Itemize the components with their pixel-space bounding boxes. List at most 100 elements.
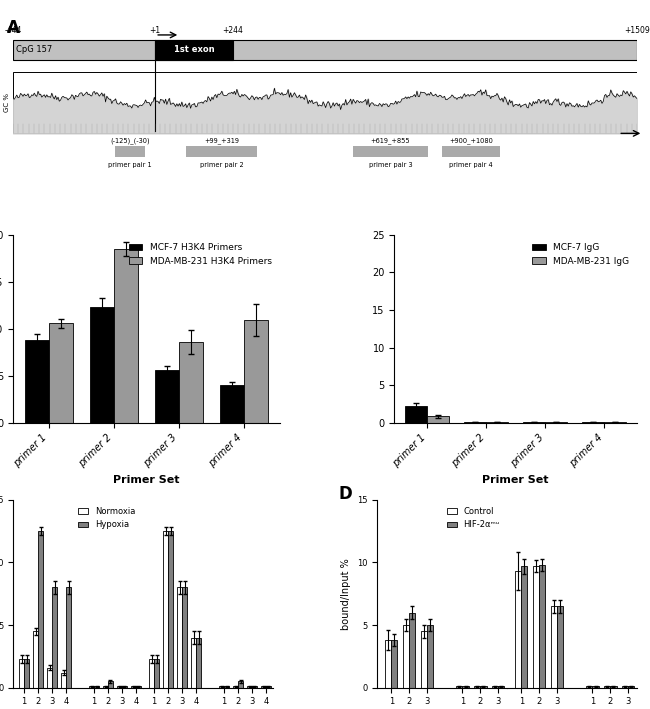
Bar (551, 606, 557, 688)
Bar (463, 686, 469, 688)
Text: primer pair 2: primer pair 2 (200, 162, 244, 168)
Bar (117, 686, 122, 688)
Legend: MCF-7 H3K4 Primers, MDA-MB-231 H3K4 Primers: MCF-7 H3K4 Primers, MDA-MB-231 H3K4 Prim… (125, 240, 276, 269)
Legend: Control, HIF-2αᵐᵘ: Control, HIF-2αᵐᵘ (443, 504, 503, 532)
Bar (155, 370, 179, 423)
Bar (114, 249, 138, 423)
FancyBboxPatch shape (115, 145, 146, 157)
Bar (38, 531, 43, 688)
Bar (604, 686, 610, 688)
Bar (108, 681, 113, 688)
Bar (610, 686, 616, 688)
Bar (122, 686, 127, 688)
X-axis label: Primer Set: Primer Set (482, 475, 549, 485)
Bar (154, 659, 159, 688)
Bar (252, 686, 257, 688)
Bar (492, 686, 498, 688)
Text: GC %: GC % (4, 93, 10, 112)
Bar (244, 320, 268, 423)
Bar (391, 640, 398, 688)
Bar (136, 686, 141, 688)
Bar (52, 588, 57, 688)
Bar (103, 686, 108, 688)
Bar (409, 613, 415, 688)
Text: primer pair 3: primer pair 3 (369, 162, 412, 168)
Legend: Normoxia, Hypoxia: Normoxia, Hypoxia (75, 504, 139, 532)
FancyBboxPatch shape (353, 145, 428, 157)
Text: +900_+1080: +900_+1080 (449, 138, 493, 145)
FancyBboxPatch shape (13, 40, 637, 60)
Bar (33, 631, 38, 688)
Bar (406, 406, 427, 423)
Bar (385, 640, 391, 688)
Bar (196, 637, 201, 688)
Bar (456, 686, 463, 688)
Text: +619_+855: +619_+855 (370, 138, 410, 145)
FancyBboxPatch shape (155, 40, 233, 60)
Bar (498, 686, 504, 688)
Text: primer pair 1: primer pair 1 (109, 162, 152, 168)
Bar (539, 565, 545, 688)
Bar (515, 571, 521, 688)
Bar (465, 422, 486, 423)
FancyBboxPatch shape (13, 72, 637, 133)
Bar (486, 422, 508, 423)
Bar (628, 686, 634, 688)
Bar (220, 385, 244, 423)
Text: A: A (6, 18, 20, 37)
Bar (523, 422, 545, 423)
Bar (557, 606, 563, 688)
Bar (586, 686, 593, 688)
Bar (474, 686, 480, 688)
Bar (89, 686, 94, 688)
Text: +244: +244 (222, 26, 243, 35)
Bar (427, 625, 433, 688)
Text: +1: +1 (150, 26, 161, 35)
Bar (219, 686, 224, 688)
Bar (480, 686, 486, 688)
Bar (427, 416, 449, 423)
Bar (163, 531, 168, 688)
Text: primer pair 4: primer pair 4 (449, 162, 493, 168)
Bar (545, 422, 567, 423)
Bar (233, 686, 238, 688)
Bar (247, 686, 252, 688)
Text: 1st exon: 1st exon (174, 45, 214, 55)
Text: +1509: +1509 (624, 26, 650, 35)
Bar (66, 588, 71, 688)
Bar (403, 625, 409, 688)
Bar (90, 307, 114, 423)
Bar (47, 668, 52, 688)
Bar (20, 659, 24, 688)
Bar (622, 686, 628, 688)
Bar (179, 342, 203, 423)
Bar (25, 340, 49, 423)
Bar (49, 323, 73, 423)
Bar (261, 686, 266, 688)
Bar (266, 686, 271, 688)
Bar (61, 673, 66, 688)
FancyBboxPatch shape (187, 145, 257, 157)
Bar (168, 531, 173, 688)
Bar (177, 588, 182, 688)
Bar (191, 637, 196, 688)
FancyBboxPatch shape (443, 145, 500, 157)
X-axis label: Primer Set: Primer Set (113, 475, 179, 485)
Bar (533, 566, 539, 688)
Text: CpG 157: CpG 157 (16, 45, 53, 55)
Bar (582, 422, 604, 423)
Bar (521, 566, 528, 688)
Bar (131, 686, 136, 688)
Bar (421, 631, 427, 688)
Bar (24, 659, 29, 688)
Bar (593, 686, 599, 688)
Bar (604, 422, 626, 423)
Bar (94, 686, 99, 688)
Bar (238, 681, 243, 688)
Bar (182, 588, 187, 688)
Text: -444: -444 (5, 26, 21, 35)
Text: (-125)_(-30): (-125)_(-30) (111, 138, 150, 145)
Text: +99_+319: +99_+319 (204, 138, 239, 145)
Bar (224, 686, 229, 688)
Text: D: D (338, 485, 352, 503)
